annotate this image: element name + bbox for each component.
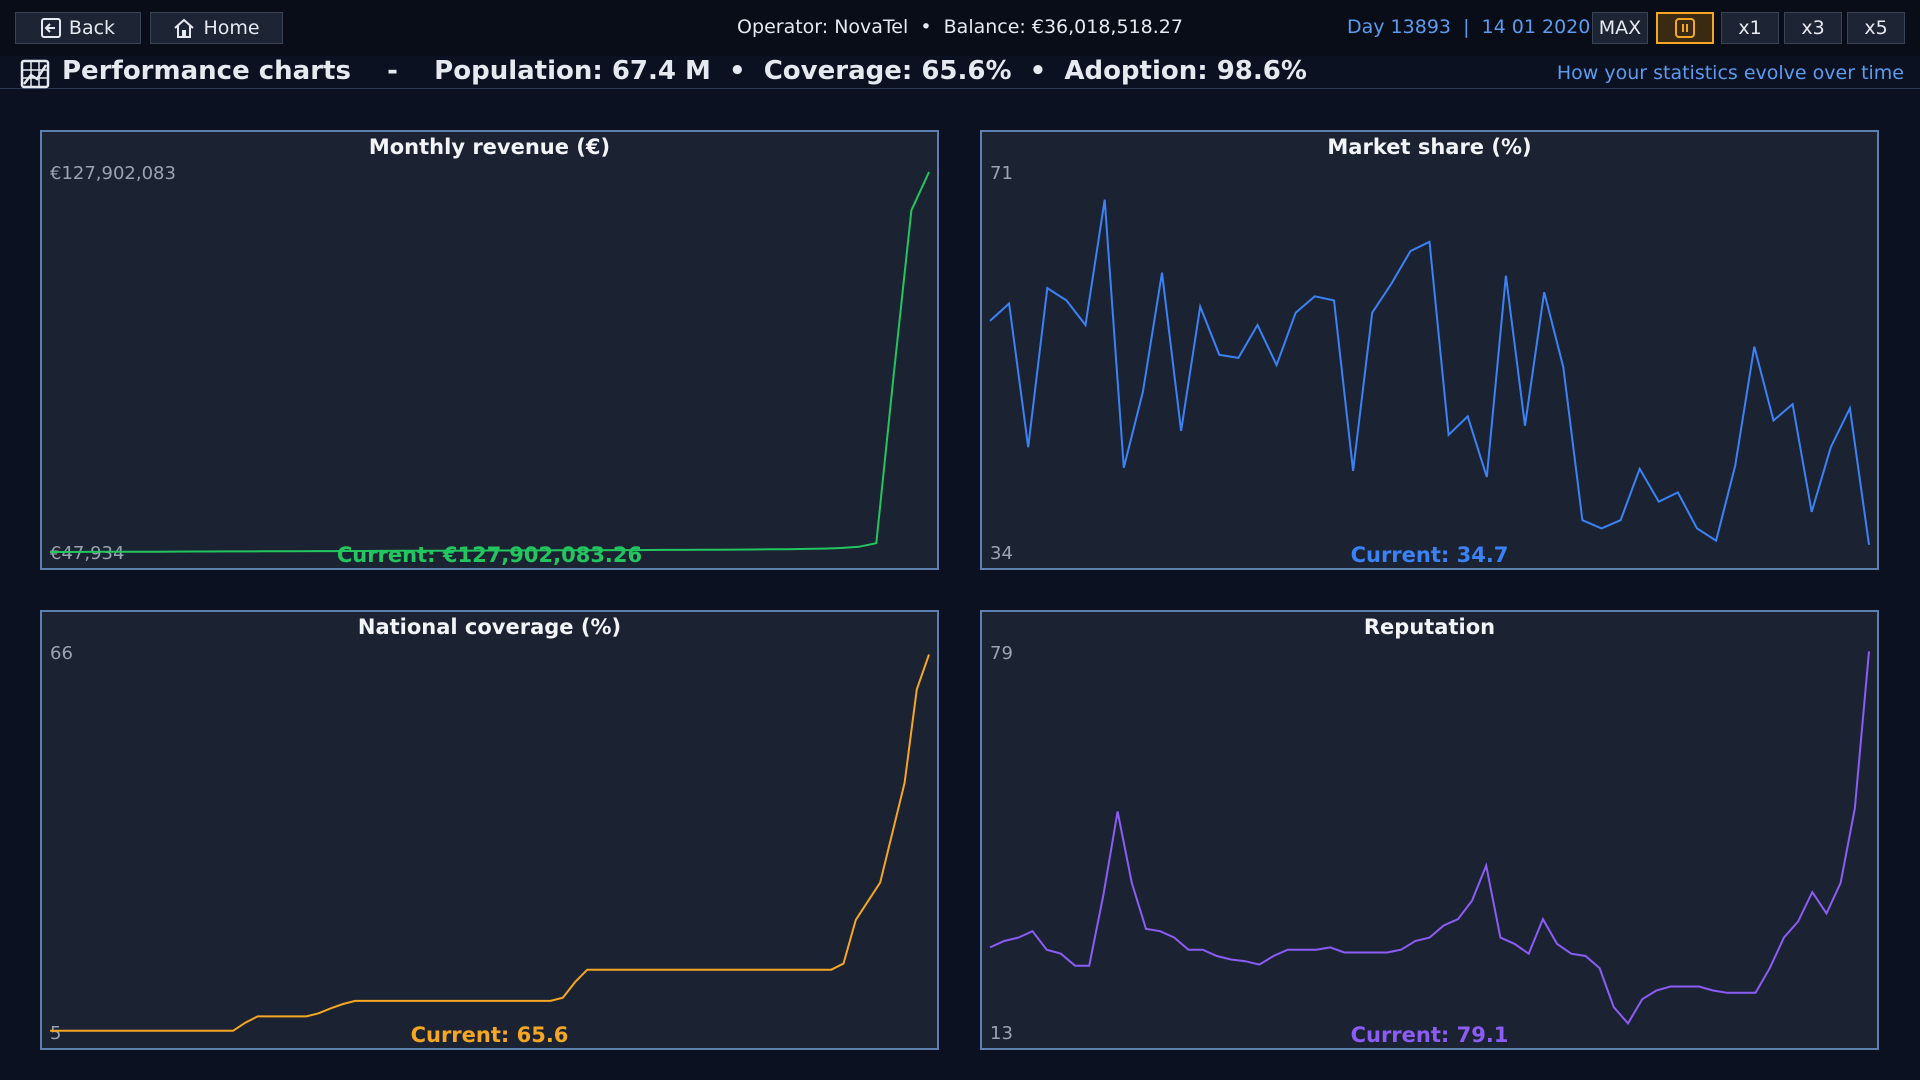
chart-title: Monthly revenue (€) [369, 135, 610, 159]
chart-title: Reputation [1364, 615, 1495, 639]
page-title: Performance charts - Population: 67.4 M … [62, 56, 1307, 86]
y-tick-label: 66 [50, 643, 73, 664]
pause-button[interactable] [1656, 12, 1714, 44]
current-value: Current: 79.1 [1351, 1023, 1509, 1047]
chart-title: Market share (%) [1327, 135, 1531, 159]
chart-panel: National coverage (%) 5 66 Current: 65.6 [40, 610, 939, 1050]
speed-button[interactable]: MAX [1592, 12, 1648, 44]
panel-background [980, 610, 1879, 1050]
data-line [50, 654, 930, 1032]
current-value: Current: 65.6 [411, 1023, 569, 1047]
home-label: Home [203, 17, 260, 39]
page-subtitle: How your statistics evolve over time [1556, 62, 1904, 84]
pause-icon [1675, 18, 1695, 38]
back-button[interactable]: Back [15, 12, 141, 44]
chart-panel: Market share (%) 34 71 Current: 34.7 [980, 130, 1879, 570]
data-line [989, 199, 1870, 545]
speed-button[interactable]: x5 [1847, 12, 1905, 44]
home-icon [174, 18, 195, 38]
game-date: Day 13893 | 14 01 2020 [1347, 16, 1591, 38]
header: Performance charts - Population: 67.4 M … [0, 56, 1920, 89]
y-tick-label: 71 [990, 163, 1013, 184]
speed-button[interactable]: x3 [1784, 12, 1842, 44]
current-value: Current: €127,902,083.26 [337, 543, 642, 567]
back-label: Back [68, 17, 116, 39]
y-tick-label: 13 [990, 1023, 1013, 1044]
speed-button[interactable]: x1 [1721, 12, 1779, 44]
y-tick-label: 5 [50, 1023, 61, 1044]
panel-background [40, 610, 939, 1050]
data-line [50, 171, 930, 553]
y-tick-label: 79 [990, 643, 1013, 664]
chart-title: National coverage (%) [358, 615, 621, 639]
top-bar: Back Home Operator: NovaTel • Balance: €… [0, 0, 1920, 56]
data-line [989, 651, 1870, 1026]
home-button[interactable]: Home [150, 12, 283, 44]
chart-icon [20, 59, 50, 89]
y-tick-label: 34 [990, 543, 1013, 564]
chart-panel: Reputation 13 79 Current: 79.1 [980, 610, 1879, 1050]
chart-panel: Monthly revenue (€) €47,934 €127,902,083 Cu… [40, 130, 939, 570]
y-tick-label: €127,902,083 [50, 163, 176, 184]
title: Performance charts [62, 56, 351, 86]
y-tick-label: €47,934 [50, 543, 124, 564]
panel-background [40, 130, 939, 570]
back-icon [40, 18, 61, 38]
current-value: Current: 34.7 [1351, 543, 1509, 567]
stats: - Population: 67.4 M • Coverage: 65.6% •… [387, 56, 1307, 86]
